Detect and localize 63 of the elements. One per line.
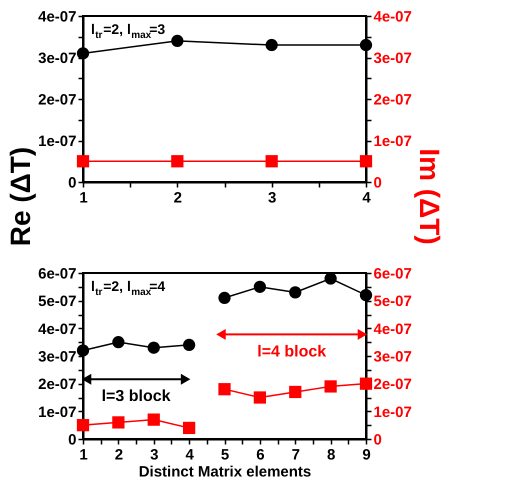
point [289, 286, 302, 298]
y-tick-label: 4e-07 [38, 8, 76, 26]
x-tick-label: 5 [220, 446, 230, 464]
x-tick-label: 1 [79, 190, 88, 206]
point [76, 419, 90, 432]
y2-tick-label: 2e-07 [374, 376, 412, 394]
point [289, 386, 302, 398]
y2-tick-label: 0 [374, 432, 382, 448]
point [76, 344, 90, 357]
x-tick-label: 7 [292, 446, 300, 464]
point [112, 416, 124, 429]
point [183, 338, 196, 352]
point [148, 414, 160, 426]
x-tick-label: 9 [362, 446, 371, 464]
y-tick-label: 1e-07 [38, 404, 76, 421]
x-tick-label: 2 [174, 190, 182, 206]
x-tick-label: 8 [326, 446, 336, 464]
point [218, 292, 231, 304]
annotation: l=3 block [102, 388, 171, 406]
y-tick-label: 6e-07 [38, 266, 76, 282]
point [254, 280, 266, 293]
y-tick-label: 0 [68, 174, 76, 192]
y2-tick-label: 1e-07 [374, 133, 412, 150]
y2-tick-label: 0 [374, 174, 382, 192]
point [360, 38, 372, 52]
y-tick-label: 5e-07 [38, 293, 76, 310]
y2-tick-label: 6e-07 [374, 266, 412, 282]
x-tick-label: 2 [114, 446, 124, 464]
y2-axis-title: Im (ΔT) [414, 148, 445, 245]
point [254, 391, 266, 404]
y-tick-label: 4e-07 [38, 320, 76, 338]
point [148, 342, 160, 354]
x-tick-label: 4 [185, 446, 194, 464]
y2-tick-label: 3e-07 [374, 50, 412, 67]
point [360, 378, 372, 390]
point [324, 380, 337, 393]
y-tick-label: 1e-07 [38, 133, 76, 150]
x-tick-label: 3 [150, 446, 158, 464]
y-tick-label: 0 [68, 432, 76, 448]
y-tick-label: 2e-07 [38, 92, 76, 108]
x-tick-label: 1 [79, 446, 88, 464]
y2-tick-label: 2e-07 [374, 92, 412, 108]
point [112, 336, 124, 348]
y2-tick-label: 3e-07 [374, 348, 412, 366]
y2-tick-label: 5e-07 [374, 293, 412, 310]
y2-tick-label: 4e-07 [374, 320, 412, 338]
y-tick-label: 2e-07 [38, 376, 76, 394]
y-tick-label: 3e-07 [38, 348, 76, 366]
point [360, 289, 372, 302]
point [266, 38, 278, 52]
x-tick-label: 4 [362, 190, 372, 206]
point [183, 422, 196, 434]
point [218, 383, 231, 396]
x-axis-title: Distinct Matrix elements [138, 464, 312, 480]
x-tick-label: 3 [268, 190, 276, 206]
y-tick-label: 3e-07 [38, 50, 76, 67]
y-axis-title: Re (ΔT) [5, 146, 36, 246]
y2-tick-label: 1e-07 [374, 404, 412, 421]
x-tick-label: 6 [256, 446, 265, 464]
y2-tick-label: 4e-07 [374, 8, 412, 26]
annotation: l=4 block [257, 343, 326, 360]
point [76, 47, 90, 60]
point [171, 34, 184, 48]
